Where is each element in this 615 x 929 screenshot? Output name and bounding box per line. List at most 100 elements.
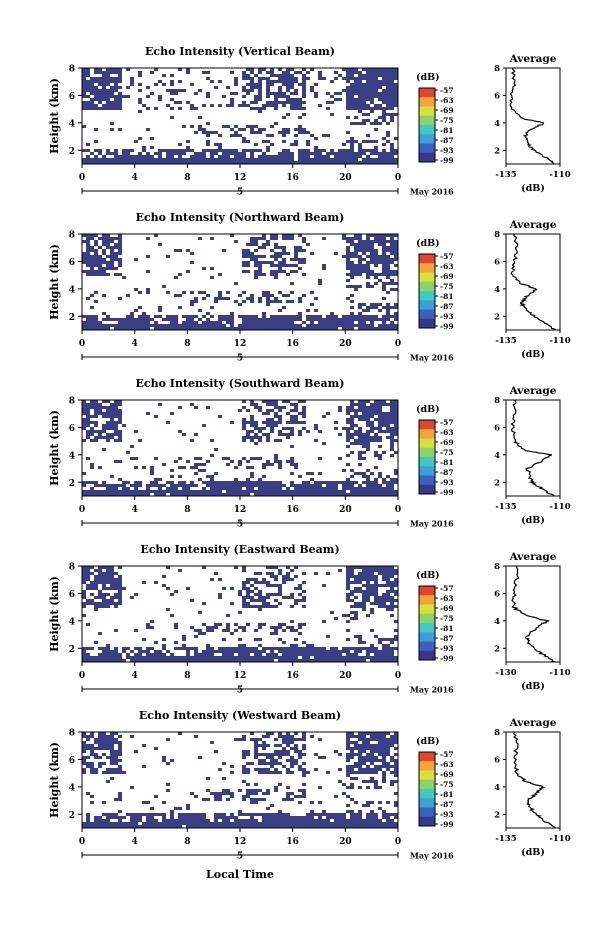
- echo-cell: [138, 83, 142, 86]
- echo-cell: [166, 318, 170, 321]
- echo-cell: [294, 638, 298, 641]
- echo-cell: [370, 240, 374, 243]
- echo-cell: [262, 463, 266, 466]
- echo-cell: [170, 493, 174, 496]
- echo-cell: [338, 152, 342, 155]
- colorbar-tick-label: -69: [440, 770, 454, 779]
- echo-cell: [274, 297, 278, 300]
- echo-cell: [242, 566, 246, 569]
- x-tick-label: 12: [234, 339, 247, 349]
- echo-cell: [358, 810, 362, 813]
- echo-cell: [286, 436, 290, 439]
- echo-cell: [246, 430, 250, 433]
- echo-cell: [106, 756, 110, 759]
- echo-cell: [158, 659, 162, 662]
- echo-cell: [146, 86, 150, 89]
- echo-cell: [102, 430, 106, 433]
- echo-cell: [254, 324, 258, 327]
- echo-cell: [322, 77, 326, 80]
- echo-cell: [298, 107, 302, 110]
- echo-cell: [346, 409, 350, 412]
- echo-cell: [278, 735, 282, 738]
- echo-cell: [202, 566, 206, 569]
- echo-cell: [114, 71, 118, 74]
- echo-cell: [338, 92, 342, 95]
- echo-cell: [286, 647, 290, 650]
- echo-cell: [346, 744, 350, 747]
- echo-cell: [374, 258, 378, 261]
- echo-cell: [350, 581, 354, 584]
- echo-cell: [158, 825, 162, 828]
- echo-cell: [210, 80, 214, 83]
- colorbar-segment: [419, 623, 435, 633]
- echo-cell: [222, 650, 226, 653]
- echo-cell: [114, 430, 118, 433]
- echo-cell: [270, 400, 274, 403]
- day-marker: 5: [237, 686, 243, 696]
- echo-cell: [350, 318, 354, 321]
- echo-cell: [330, 324, 334, 327]
- echo-cell: [138, 161, 142, 164]
- echo-cell: [214, 490, 218, 493]
- echo-cell: [342, 819, 346, 822]
- echo-cell: [354, 813, 358, 816]
- echo-cell: [90, 602, 94, 605]
- echo-cell: [306, 472, 310, 475]
- echo-cell: [374, 74, 378, 77]
- echo-cell: [154, 813, 158, 816]
- echo-cell: [374, 249, 378, 252]
- echo-cell: [358, 427, 362, 430]
- echo-cell: [382, 403, 386, 406]
- echo-cell: [130, 457, 134, 460]
- echo-cell: [82, 270, 86, 273]
- echo-cell: [266, 605, 270, 608]
- echo-cell: [330, 321, 334, 324]
- echo-cell: [254, 95, 258, 98]
- echo-cell: [154, 234, 158, 237]
- echo-cell: [374, 786, 378, 789]
- echo-cell: [278, 439, 282, 442]
- echo-cell: [162, 83, 166, 86]
- echo-cell: [318, 786, 322, 789]
- echo-cell: [366, 68, 370, 71]
- echo-cell: [330, 481, 334, 484]
- echo-cell: [202, 128, 206, 131]
- echo-cell: [394, 255, 398, 258]
- echo-cell: [254, 753, 258, 756]
- echo-cell: [186, 487, 190, 490]
- echo-cell: [194, 490, 198, 493]
- echo-cell: [310, 650, 314, 653]
- echo-cell: [258, 593, 262, 596]
- echo-cell: [378, 569, 382, 572]
- echo-cell: [110, 768, 114, 771]
- echo-cell: [122, 659, 126, 662]
- echo-cell: [358, 95, 362, 98]
- echo-cell: [374, 439, 378, 442]
- echo-cell: [98, 92, 102, 95]
- echo-cell: [118, 493, 122, 496]
- echo-cell: [374, 822, 378, 825]
- echo-cell: [86, 80, 90, 83]
- echo-cell: [378, 427, 382, 430]
- echo-cell: [190, 149, 194, 152]
- colorbar-segment: [419, 438, 435, 449]
- echo-cell: [382, 315, 386, 318]
- echo-cell: [86, 599, 90, 602]
- echo-cell: [218, 484, 222, 487]
- echo-cell: [346, 155, 350, 158]
- echo-cell: [258, 237, 262, 240]
- echo-cell: [358, 472, 362, 475]
- echo-cell: [390, 614, 394, 617]
- colorbar-frame: [418, 419, 436, 495]
- echo-cell: [246, 587, 250, 590]
- echo-cell: [134, 288, 138, 291]
- echo-cell: [118, 484, 122, 487]
- echo-cell: [222, 149, 226, 152]
- echo-cell: [294, 744, 298, 747]
- echo-cell: [346, 659, 350, 662]
- echo-cell: [150, 324, 154, 327]
- echo-cell: [82, 421, 86, 424]
- echo-cell: [382, 107, 386, 110]
- echo-cell: [390, 478, 394, 481]
- echo-cell: [250, 128, 254, 131]
